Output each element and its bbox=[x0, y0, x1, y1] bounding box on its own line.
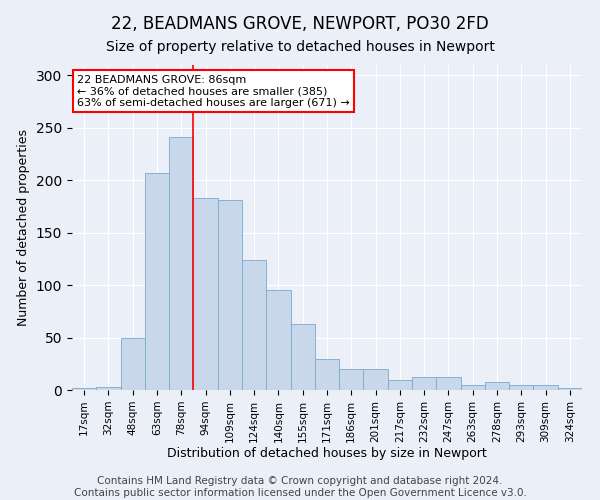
Bar bbox=[533, 385, 558, 390]
X-axis label: Distribution of detached houses by size in Newport: Distribution of detached houses by size … bbox=[167, 448, 487, 460]
Text: Size of property relative to detached houses in Newport: Size of property relative to detached ho… bbox=[106, 40, 494, 54]
Bar bbox=[339, 369, 364, 390]
Bar bbox=[96, 387, 121, 390]
Bar bbox=[436, 378, 461, 390]
Bar bbox=[72, 388, 96, 390]
Bar bbox=[558, 388, 582, 390]
Bar bbox=[485, 382, 509, 390]
Text: 22 BEADMANS GROVE: 86sqm
← 36% of detached houses are smaller (385)
63% of semi-: 22 BEADMANS GROVE: 86sqm ← 36% of detach… bbox=[77, 74, 350, 108]
Y-axis label: Number of detached properties: Number of detached properties bbox=[17, 129, 31, 326]
Bar bbox=[242, 260, 266, 390]
Bar bbox=[121, 338, 145, 390]
Bar bbox=[412, 378, 436, 390]
Bar bbox=[169, 138, 193, 390]
Text: 22, BEADMANS GROVE, NEWPORT, PO30 2FD: 22, BEADMANS GROVE, NEWPORT, PO30 2FD bbox=[111, 15, 489, 33]
Bar bbox=[145, 173, 169, 390]
Bar bbox=[364, 369, 388, 390]
Bar bbox=[315, 358, 339, 390]
Bar bbox=[290, 324, 315, 390]
Bar bbox=[388, 380, 412, 390]
Bar bbox=[461, 385, 485, 390]
Bar bbox=[193, 198, 218, 390]
Bar bbox=[509, 385, 533, 390]
Text: Contains HM Land Registry data © Crown copyright and database right 2024.
Contai: Contains HM Land Registry data © Crown c… bbox=[74, 476, 526, 498]
Bar bbox=[218, 200, 242, 390]
Bar bbox=[266, 290, 290, 390]
